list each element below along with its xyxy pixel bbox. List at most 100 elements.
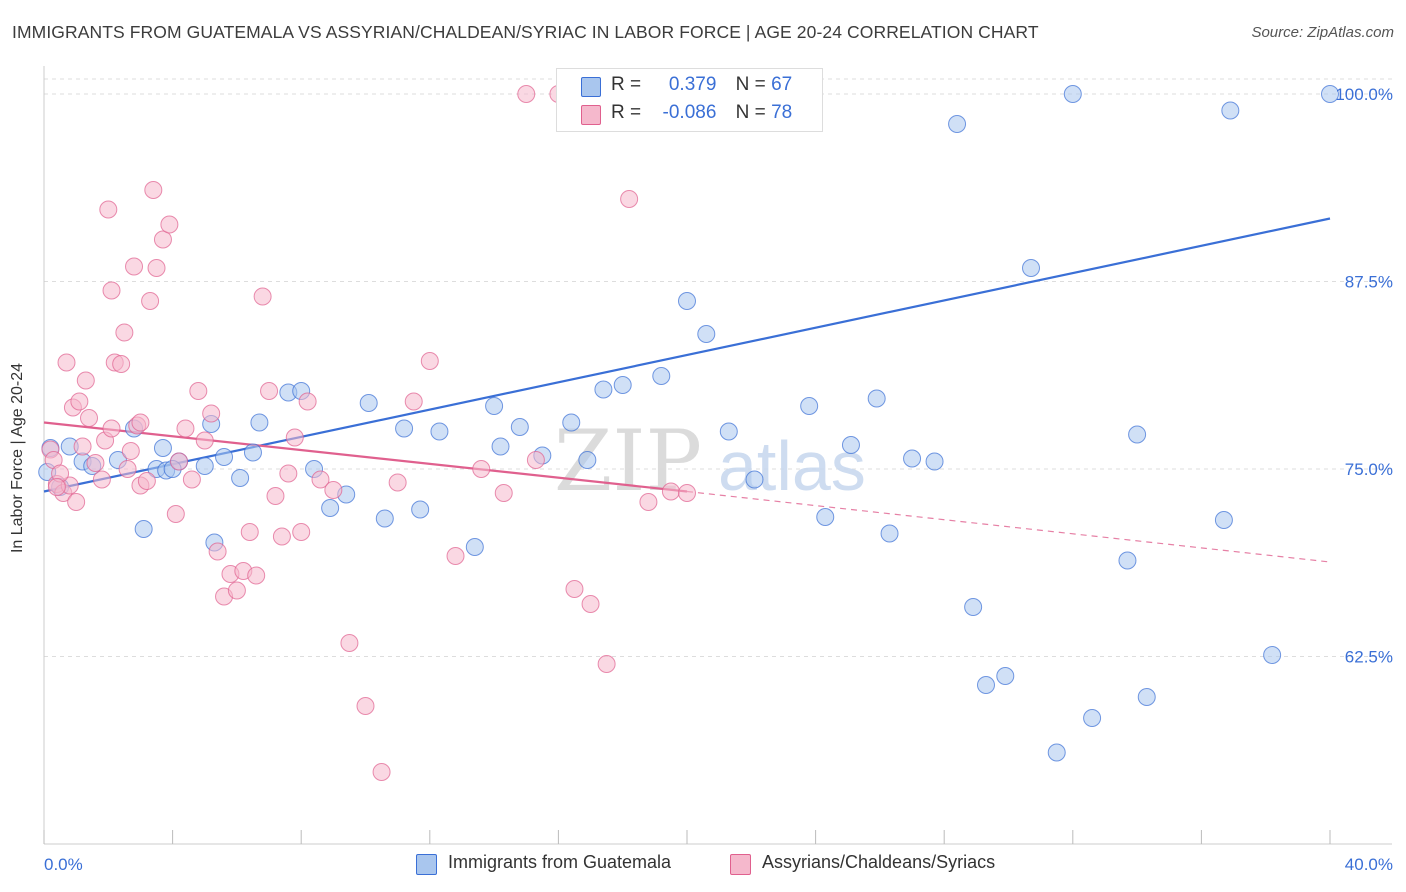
data-point-assyrian	[67, 493, 86, 511]
trend-line-assyrian-extrapolated	[686, 490, 1331, 563]
data-point-assyrian	[47, 478, 66, 496]
y-tick-label: 87.5%	[1345, 273, 1393, 292]
data-point-assyrian	[260, 382, 279, 400]
data-point-guatemala	[562, 413, 581, 432]
data-point-assyrian	[279, 464, 298, 483]
data-point-assyrian	[76, 371, 95, 390]
data-point-assyrian	[202, 404, 221, 423]
data-point-assyrian	[227, 581, 246, 600]
data-point-assyrian	[102, 419, 121, 438]
data-point-guatemala	[250, 413, 269, 432]
source-credit: Source: ZipAtlas.com	[1251, 24, 1394, 41]
data-point-guatemala	[1063, 85, 1082, 103]
data-point-assyrian	[597, 655, 616, 673]
data-point-guatemala	[1128, 425, 1147, 444]
data-point-guatemala	[485, 397, 504, 415]
data-point-assyrian	[472, 460, 491, 478]
data-point-guatemala	[719, 422, 738, 441]
data-point-guatemala	[359, 394, 378, 412]
data-point-assyrian	[517, 85, 536, 103]
data-points	[38, 85, 1339, 781]
bottom-legend-swatch-blue	[416, 854, 437, 875]
data-point-assyrian	[272, 527, 291, 546]
data-point-guatemala	[430, 422, 449, 441]
data-point-guatemala	[153, 439, 172, 457]
data-point-assyrian	[253, 287, 272, 306]
data-point-assyrian	[166, 505, 185, 523]
data-point-assyrian	[526, 451, 545, 469]
data-point-assyrian	[170, 452, 189, 471]
data-point-assyrian	[356, 697, 375, 715]
x-tick-label: 0.0%	[44, 855, 83, 874]
y-tick-label: 100.0%	[1335, 85, 1393, 104]
bottom-legend-swatch-pink	[730, 854, 751, 875]
data-point-guatemala	[976, 676, 995, 694]
watermark-atlas: atlas	[718, 427, 866, 505]
data-point-assyrian	[661, 482, 680, 501]
data-point-guatemala	[1047, 743, 1066, 762]
data-point-assyrian	[639, 493, 658, 511]
data-point-assyrian	[102, 281, 121, 300]
data-point-guatemala	[652, 367, 671, 385]
data-point-assyrian	[131, 413, 150, 432]
y-tick-label: 62.5%	[1345, 648, 1393, 667]
data-point-assyrian	[240, 523, 259, 541]
legend-r-label: R =	[611, 102, 642, 123]
data-point-assyrian	[324, 481, 343, 499]
data-point-guatemala	[215, 448, 234, 466]
data-point-guatemala	[996, 667, 1015, 685]
data-point-assyrian	[160, 215, 179, 234]
data-point-assyrian	[247, 566, 266, 585]
data-point-guatemala	[867, 389, 886, 408]
data-point-assyrian	[446, 547, 465, 565]
data-point-assyrian	[141, 292, 160, 310]
data-point-assyrian	[73, 437, 92, 456]
legend-n-label: N =	[735, 74, 766, 95]
watermark: ZIP atlas	[554, 412, 866, 510]
data-point-assyrian	[404, 392, 423, 411]
data-point-assyrian	[311, 470, 330, 489]
data-point-guatemala	[491, 437, 510, 456]
trend-lines	[43, 217, 1331, 563]
data-point-assyrian	[137, 472, 156, 490]
data-point-assyrian	[57, 353, 76, 372]
data-point-guatemala	[411, 500, 430, 519]
legend-r-value-2: -0.086	[662, 102, 717, 123]
data-point-guatemala	[375, 509, 394, 528]
data-point-assyrian	[266, 487, 285, 505]
data-point-assyrian	[388, 473, 407, 492]
data-point-guatemala	[925, 452, 944, 471]
data-point-assyrian	[292, 523, 311, 541]
data-point-guatemala	[243, 443, 262, 462]
data-point-guatemala	[1083, 709, 1102, 727]
data-point-assyrian	[565, 580, 584, 598]
data-point-guatemala	[1118, 551, 1137, 570]
tick-labels: 62.5% 75.0% 87.5% 100.0% 0.0% 40.0%	[44, 85, 1393, 874]
data-point-guatemala	[613, 376, 632, 394]
legend-swatch-blue	[581, 77, 601, 97]
data-point-assyrian	[80, 409, 99, 427]
data-point-guatemala	[1137, 688, 1156, 706]
data-point-assyrian	[147, 259, 166, 277]
data-point-assyrian	[581, 595, 600, 613]
data-point-guatemala	[948, 115, 967, 133]
data-point-assyrian	[195, 431, 214, 450]
data-point-guatemala	[231, 469, 250, 487]
data-point-assyrian	[298, 392, 317, 411]
data-point-assyrian	[86, 454, 105, 472]
data-point-assyrian	[678, 484, 696, 502]
data-point-assyrian	[340, 634, 359, 652]
data-point-assyrian	[372, 763, 391, 781]
legend-n-label: N =	[735, 102, 766, 123]
data-point-guatemala	[1263, 646, 1282, 664]
bottom-legend-label-guatemala: Immigrants from Guatemala	[448, 852, 672, 872]
data-point-guatemala	[510, 418, 529, 436]
data-point-assyrian	[189, 382, 208, 400]
data-point-assyrian	[99, 200, 118, 219]
bottom-legend-label-assyrians: Assyrians/Chaldeans/Syriacs	[762, 852, 996, 872]
data-point-assyrian	[420, 352, 439, 370]
data-point-guatemala	[903, 449, 922, 468]
data-point-guatemala	[880, 524, 899, 543]
data-point-assyrian	[620, 190, 639, 208]
